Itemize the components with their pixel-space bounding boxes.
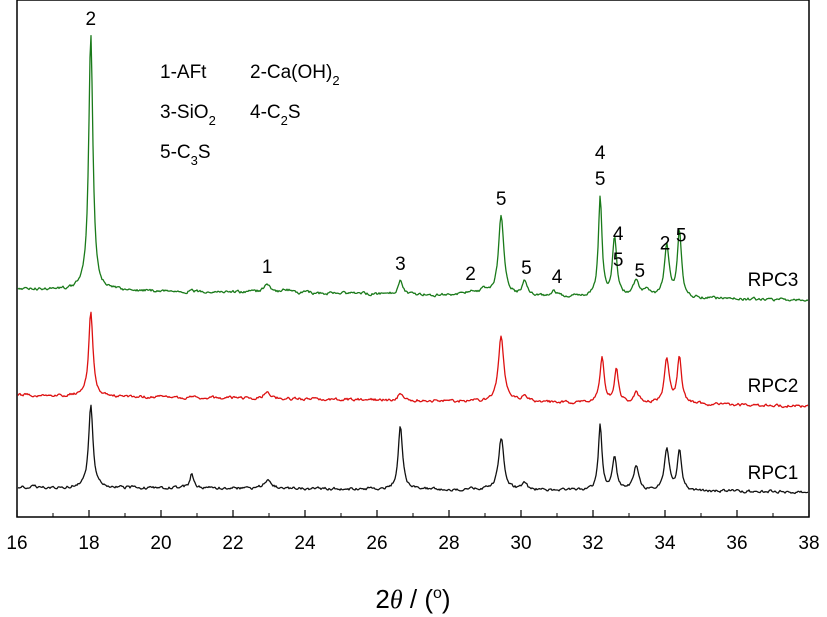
plot-frame: [16, 0, 810, 518]
legend-entry: 1-AFt: [160, 62, 207, 83]
peak-label: 2: [660, 233, 671, 254]
peak-label: 3: [395, 254, 406, 275]
x-tick-label: 30: [510, 533, 531, 554]
peak-label: 5: [676, 226, 687, 247]
x-tick-label: 38: [798, 533, 819, 554]
peak-label: 4: [552, 267, 563, 288]
peak-label: 4: [613, 224, 624, 245]
x-tick-label: 18: [78, 533, 99, 554]
x-tick-label: 16: [6, 533, 27, 554]
x-tick-label: 28: [438, 533, 459, 554]
peak-label: 4: [595, 143, 606, 164]
x-tick-label: 20: [150, 533, 171, 554]
x-tick-label: 32: [582, 533, 603, 554]
legend-entry: 2-Ca(OH)2: [250, 62, 340, 88]
peak-label: 5: [521, 258, 532, 279]
series-label-rpc2: RPC2: [748, 376, 799, 397]
series-label-rpc1: RPC1: [748, 463, 799, 484]
series-labels: RPC3 RPC2 RPC1: [748, 270, 799, 484]
legend-entry: 5-C3S: [160, 142, 211, 168]
legend-entry: 4-C2S: [250, 102, 301, 128]
peak-label: 5: [635, 261, 646, 282]
peak-label: 5: [595, 169, 606, 190]
peak-label: 5: [496, 189, 507, 210]
series-line-rpc1: [17, 404, 809, 495]
phase-legend: 1-AFt 2-Ca(OH)2 3-SiO2 4-C2S 5-C3S: [160, 62, 340, 168]
x-tick-label: 24: [294, 533, 316, 554]
legend-entry: 3-SiO2: [160, 102, 216, 128]
x-tick-label: 26: [366, 533, 387, 554]
x-axis-ticks: 16 18 20 22 24 26 28 30 32 34 36 38: [6, 510, 820, 554]
x-tick-label: 36: [726, 533, 747, 554]
x-tick-label: 22: [222, 533, 243, 554]
series-line-rpc3: [17, 34, 809, 302]
series-label-rpc3: RPC3: [748, 270, 799, 291]
peak-label: 5: [613, 250, 624, 271]
peak-label: 2: [86, 9, 97, 30]
x-tick-label: 34: [654, 533, 676, 554]
series-line-rpc2: [17, 311, 809, 409]
x-axis-title: 2θ / (o): [375, 584, 450, 614]
series-layer: [17, 34, 809, 495]
peak-label: 1: [262, 257, 273, 278]
peak-label: 2: [465, 264, 476, 285]
